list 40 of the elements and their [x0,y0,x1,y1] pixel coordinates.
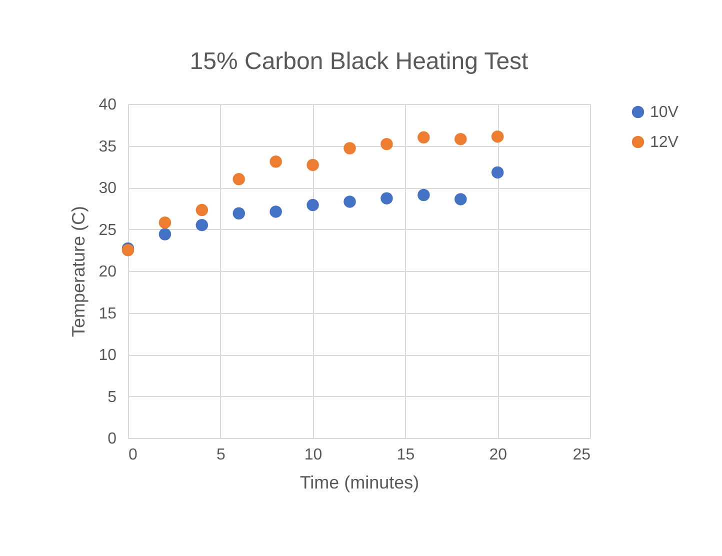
x-tick-label: 10 [304,446,322,464]
y-axis-title: Temperature (C) [68,206,89,338]
y-tick-label: 35 [98,138,117,156]
point [344,142,356,154]
y-tick-label: 25 [98,222,117,239]
point [306,198,319,212]
y-tick-label: 20 [98,264,117,280]
y-tick-label: 40 [98,96,117,114]
point [232,173,246,186]
point [491,130,504,143]
y-tick-label: 15 [98,305,117,322]
y-tick-label: 30 [98,180,117,197]
point [491,166,504,179]
x-tick-label: 15 [396,446,415,464]
point [158,228,172,240]
x-tick-label: 25 [572,446,591,464]
point [380,138,393,150]
y-tick-label: 0 [108,430,117,448]
point [232,207,246,220]
x-tick-label: 0 [128,446,138,464]
x-tick-label: 20 [489,446,508,464]
chart-title: 15% Carbon Black Heating Test [190,48,529,75]
point [196,218,208,232]
legend-label: 12V [650,134,679,151]
point [454,193,467,206]
point [418,188,430,202]
point [196,204,208,216]
point [270,206,282,218]
point [306,158,319,172]
x-axis-title: Time (minutes) [300,472,420,492]
legend-label: 10V [650,104,679,121]
point [418,131,430,144]
y-tick-label: 5 [108,388,117,406]
x-tick-label: 5 [216,446,226,464]
y-tick-label: 10 [98,347,117,364]
point [344,196,356,208]
point [158,216,172,229]
point [270,156,282,168]
point [380,192,393,204]
point [454,132,467,146]
